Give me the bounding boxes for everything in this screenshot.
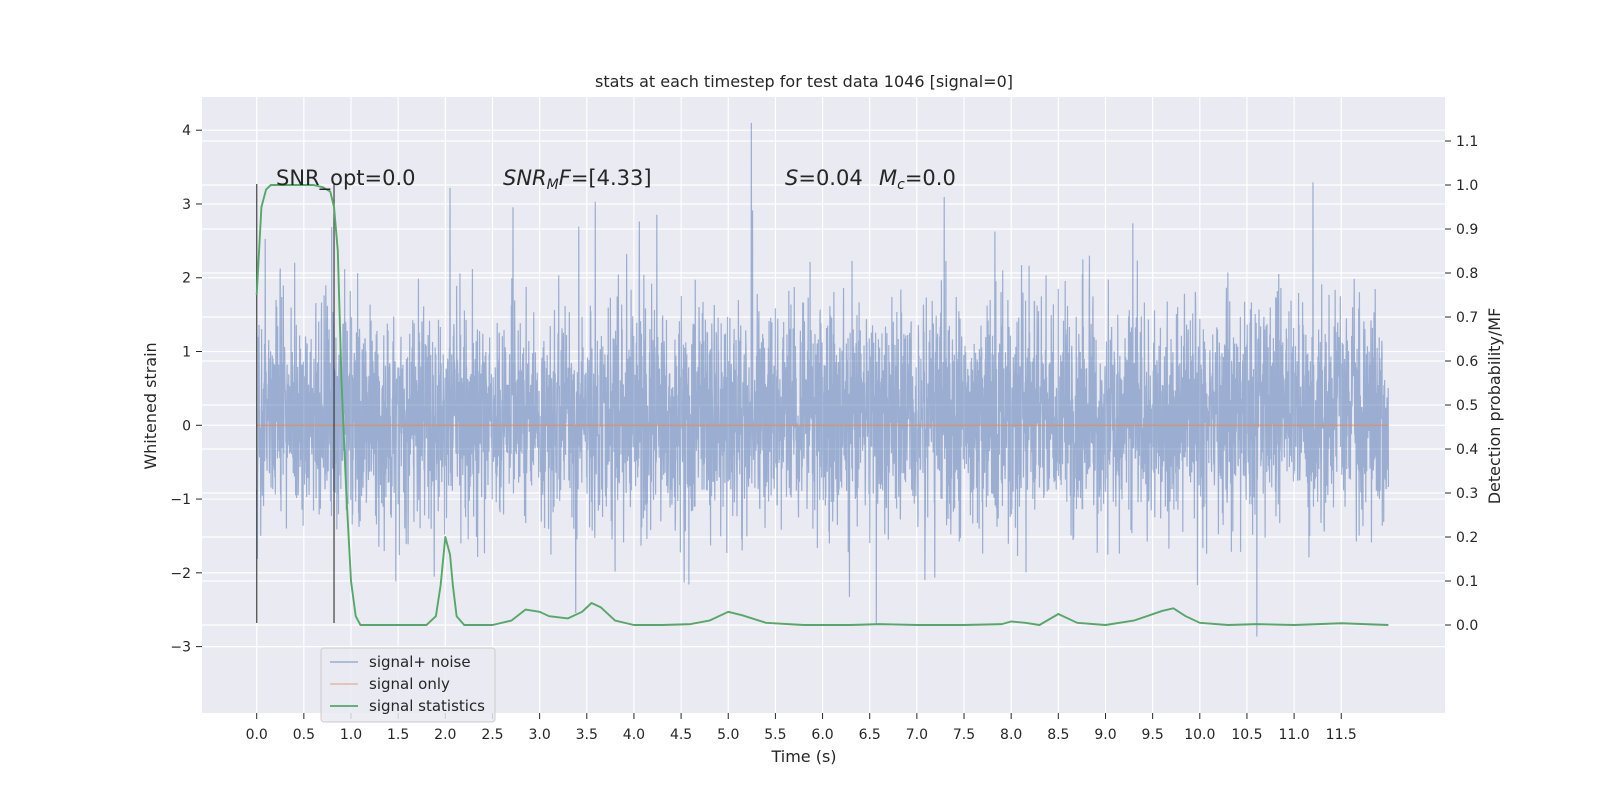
y-right-tick-label: 0.7: [1456, 310, 1478, 326]
y-left-tick-label: 3: [182, 197, 191, 213]
legend-label-signal-noise: signal+ noise: [369, 653, 471, 671]
y-right-tick-label: 0.8: [1456, 266, 1478, 282]
x-tick-label: 1.5: [387, 727, 409, 743]
y-axis-left-label: Whitened strain: [141, 342, 160, 469]
annotation-snr-mf-label: SNR: [503, 166, 547, 190]
annotation-mc: Mc=0.0: [879, 166, 956, 193]
y-right-tick-label: 1.1: [1456, 134, 1478, 150]
x-tick-label: 6.0: [811, 727, 833, 743]
annotation-mc-sub: c: [897, 177, 905, 193]
y-right-tick-label: 0.6: [1456, 354, 1478, 370]
annotation-mc-label: M: [879, 166, 897, 190]
y-axis-right-ticks: 0.0 0.1 0.2 0.3 0.4 0.5 0.6 0.7 0.8 0.9 1.0 1.1: [1445, 134, 1478, 634]
y-left-tick-label: 2: [182, 271, 191, 287]
x-axis-label: Time (s): [770, 747, 836, 766]
y-right-tick-label: 0.3: [1456, 486, 1478, 502]
y-axis-right-label: Detection probability/MF: [1485, 308, 1504, 505]
x-tick-label: 7.0: [906, 727, 928, 743]
legend: signal+ noise signal only signal statist…: [320, 647, 496, 723]
signal-noise-series: [256, 122, 1390, 637]
annotation-s-label: S: [785, 166, 798, 190]
marker-lines: [255, 184, 335, 623]
legend-label-signal-only: signal only: [369, 675, 450, 693]
chart-title: stats at each timestep for test data 104…: [595, 72, 1013, 91]
annotation-s-value: =0.04: [798, 166, 862, 190]
annotation-snr-opt: SNR_opt=0.0: [276, 166, 416, 191]
x-tick-label: 2.0: [434, 727, 456, 743]
x-tick-label: 5.5: [764, 727, 786, 743]
y-left-tick-label: −3: [170, 640, 191, 656]
annotation-snr-mf-tail: F: [559, 166, 572, 190]
annotation-s: S=0.04: [785, 166, 863, 190]
x-tick-label: 2.5: [481, 727, 503, 743]
y-left-tick-label: −2: [170, 566, 191, 582]
x-tick-label: 4.0: [623, 727, 645, 743]
x-tick-label: 0.0: [246, 727, 268, 743]
y-left-tick-label: 0: [182, 418, 191, 434]
plot-area: [202, 97, 1445, 713]
legend-box: [320, 647, 496, 723]
x-tick-label: 5.0: [717, 727, 739, 743]
signal-statistics-line: [255, 184, 1389, 626]
annotation-snr-mf-value: =[4.33]: [571, 166, 652, 190]
y-right-tick-label: 0.0: [1456, 618, 1478, 634]
annotation-snr-mf-sub: M: [547, 177, 559, 193]
x-tick-label: 10.5: [1231, 727, 1262, 743]
signal-noise-line: [256, 122, 1390, 637]
x-tick-label: 8.5: [1047, 727, 1069, 743]
y-left-tick-label: 1: [182, 345, 191, 361]
y-right-tick-label: 0.9: [1456, 222, 1478, 238]
y-left-tick-label: 4: [182, 123, 191, 139]
x-axis-ticks: 0.0 0.5 1.0 1.5 2.0 2.5 3.0 3.5 4.0 4.5 5.0 5.5 6.0 6…: [246, 713, 1357, 743]
x-tick-label: 9.0: [1094, 727, 1116, 743]
y-right-tick-label: 0.1: [1456, 574, 1478, 590]
y-right-tick-label: 0.5: [1456, 398, 1478, 414]
x-tick-label: 6.5: [859, 727, 881, 743]
y-axis-left-ticks: −3 −2 −1 0 1 2 3 4: [170, 123, 202, 656]
x-tick-label: 7.5: [953, 727, 975, 743]
x-tick-label: 0.5: [293, 727, 315, 743]
x-tick-label: 8.0: [1000, 727, 1022, 743]
signal-statistics-series: [255, 184, 1389, 626]
y-right-tick-label: 0.2: [1456, 530, 1478, 546]
y-left-tick-label: −1: [170, 492, 191, 508]
x-tick-label: 3.0: [528, 727, 550, 743]
x-tick-label: 9.5: [1142, 727, 1164, 743]
y-right-tick-label: 1.0: [1456, 178, 1478, 194]
annotation-mc-value: =0.0: [905, 166, 956, 190]
annotation-snr-mf: SNRMF=[4.33]: [503, 166, 652, 193]
legend-label-signal-statistics: signal statistics: [369, 697, 485, 715]
x-tick-label: 11.0: [1279, 727, 1310, 743]
x-tick-label: 3.5: [576, 727, 598, 743]
y-right-tick-label: 0.4: [1456, 442, 1478, 458]
x-tick-label: 11.5: [1326, 727, 1357, 743]
x-tick-label: 10.0: [1184, 727, 1215, 743]
x-tick-label: 1.0: [340, 727, 362, 743]
x-tick-label: 4.5: [670, 727, 692, 743]
